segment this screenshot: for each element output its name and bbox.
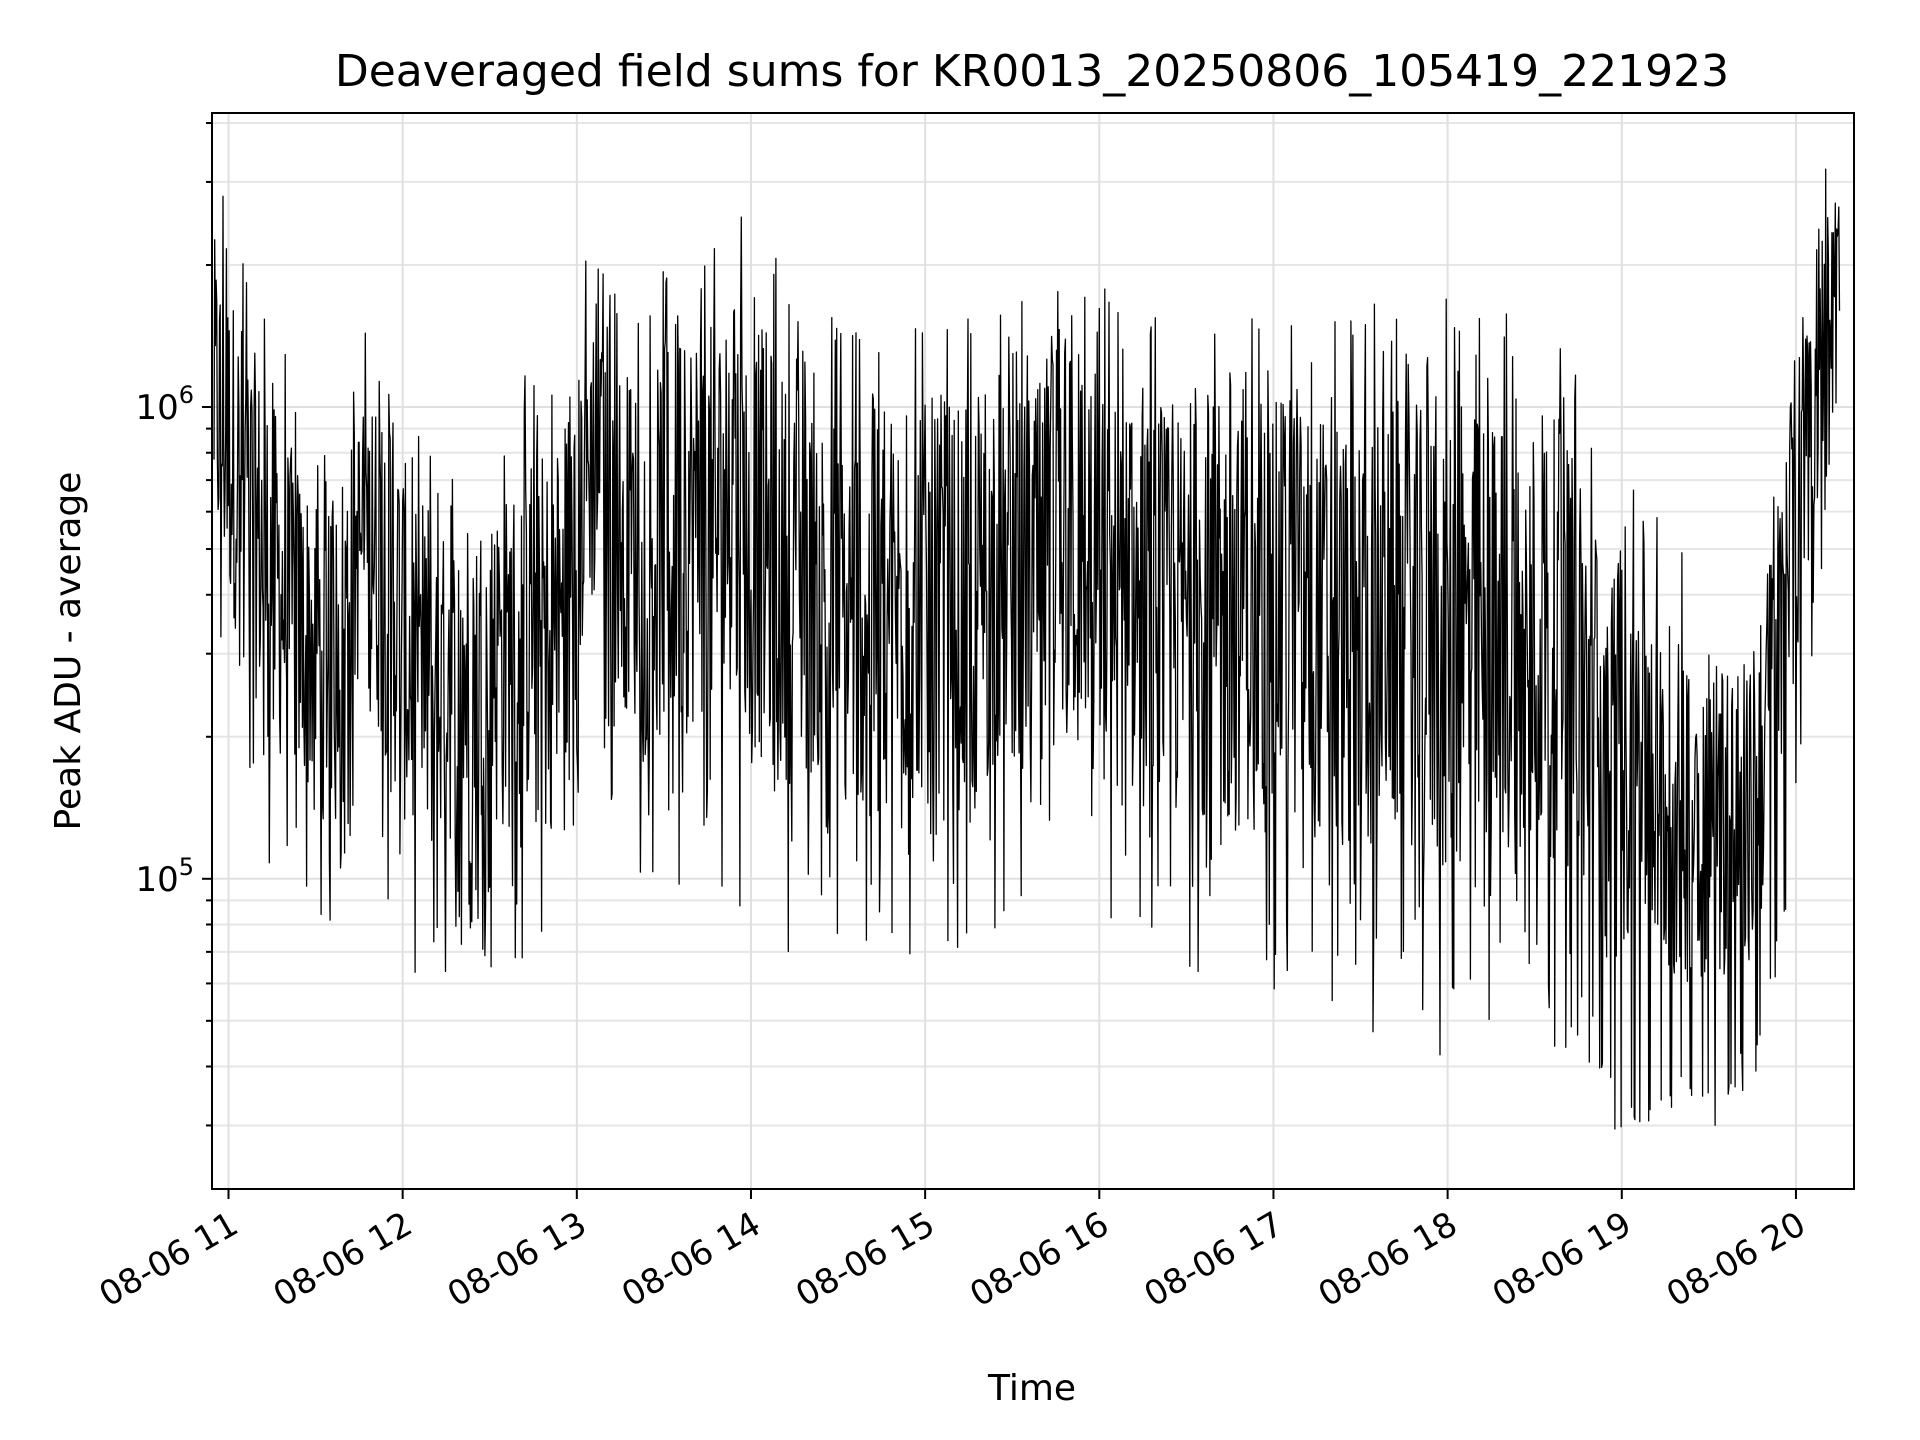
y-axis-label: Peak ADU - average xyxy=(48,472,89,831)
y-tick-base: 10 xyxy=(135,860,178,900)
chart-title: Deaveraged field sums for KR0013_2025080… xyxy=(335,46,1729,97)
series-line xyxy=(213,168,1841,1130)
data-series xyxy=(213,168,1841,1130)
x-tick-label: 08-06 20 xyxy=(1660,1204,1812,1315)
y-tick-base: 10 xyxy=(135,388,178,428)
y-tick-exponent: 5 xyxy=(179,853,194,881)
x-tick-label: 08-06 11 xyxy=(93,1204,245,1315)
y-tick-label: 105 xyxy=(135,853,194,900)
x-tick-label: 08-06 14 xyxy=(615,1204,767,1315)
x-axis-label: Time xyxy=(987,1368,1076,1409)
x-tick-label: 08-06 12 xyxy=(267,1204,419,1315)
x-tick-label: 08-06 16 xyxy=(963,1204,1115,1315)
x-tick-label: 08-06 15 xyxy=(789,1204,941,1315)
x-tick-label: 08-06 17 xyxy=(1138,1204,1290,1315)
x-tick-label: 08-06 18 xyxy=(1312,1204,1464,1315)
x-tick-label: 08-06 19 xyxy=(1486,1204,1638,1315)
x-tick-label: 08-06 13 xyxy=(441,1204,593,1315)
plot-frame xyxy=(211,112,1855,1190)
y-tick-label: 106 xyxy=(135,381,194,428)
y-tick-exponent: 6 xyxy=(179,381,194,409)
